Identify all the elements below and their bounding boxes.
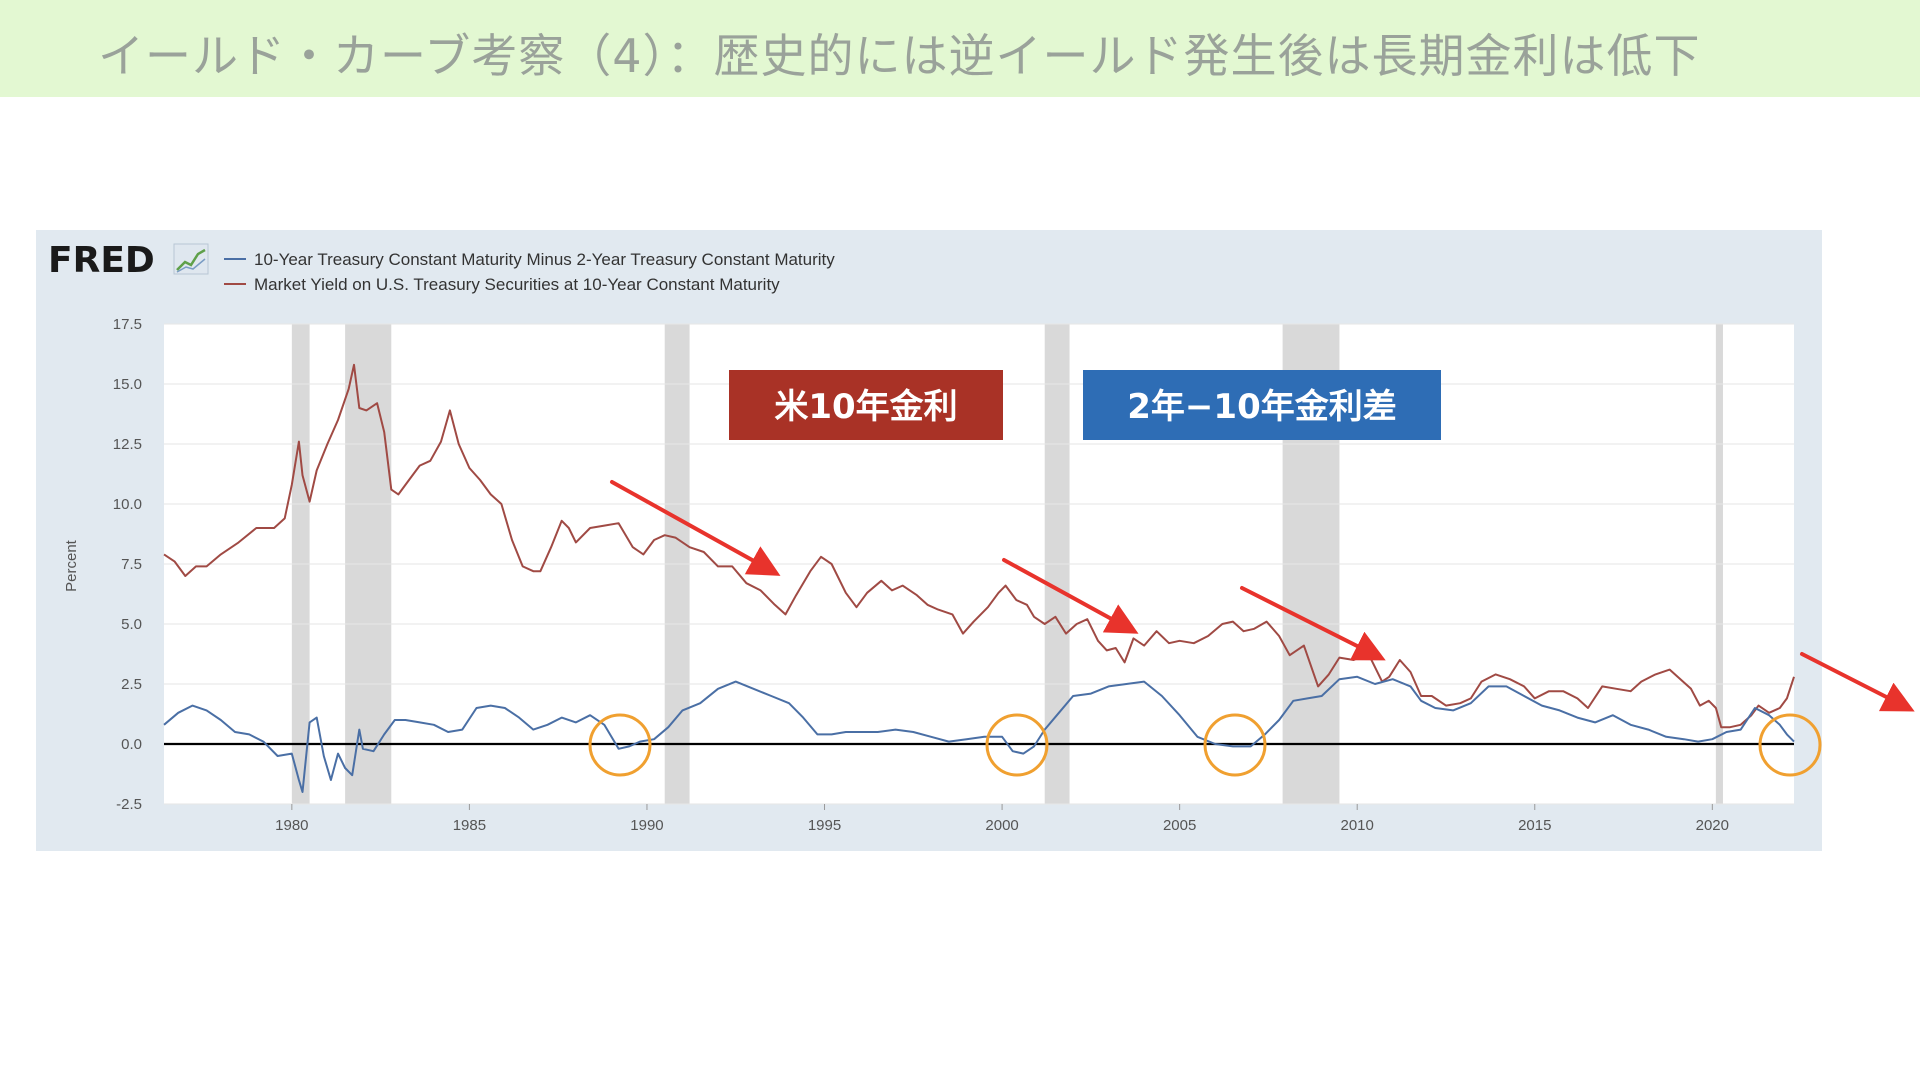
x-tick-label: 2015 (1518, 817, 1551, 834)
x-tick-labels: 1980 1985 1990 1995 2000 2005 2010 2015 2020 (275, 804, 1729, 834)
y-tick-label: 10.0 (113, 496, 142, 513)
series-line-ten-year (163, 363, 1795, 729)
chart-panel: FRED 10-Year Treasury Constant Maturity … (36, 230, 1822, 851)
legend-label-spread: 10-Year Treasury Constant Maturity Minus… (254, 250, 835, 269)
x-tick-label: 2010 (1341, 817, 1374, 834)
y-tick-label: 12.5 (113, 436, 142, 453)
y-axis-title: Percent (63, 539, 80, 592)
x-tick-label: 1995 (808, 817, 841, 834)
x-tick-label: 2005 (1163, 817, 1196, 834)
fred-logo-icon (173, 243, 209, 275)
x-tick-label: 2020 (1696, 817, 1729, 834)
chart-svg: FRED 10-Year Treasury Constant Maturity … (48, 240, 1795, 834)
y-tick-label: 0.0 (121, 736, 142, 753)
y-tick-label: 5.0 (121, 616, 142, 633)
slide-title: イールド・カーブ考察（4）：歴史的には逆イールド発生後は長期金利は低下 (98, 29, 1701, 83)
y-tick-label: 2.5 (121, 676, 142, 693)
y-tick-label: 17.5 (113, 316, 142, 333)
legend-label-ten-year: Market Yield on U.S. Treasury Securities… (254, 275, 780, 294)
y-tick-labels: -2.5 0.0 2.5 5.0 7.5 10.0 12.5 15.0 17.5 (113, 316, 142, 813)
y-tick-label: -2.5 (116, 796, 142, 813)
x-tick-label: 1990 (630, 817, 663, 834)
fred-logo: FRED (48, 240, 155, 281)
y-tick-label: 7.5 (121, 556, 142, 573)
y-tick-label: 15.0 (113, 376, 142, 393)
x-tick-label: 2000 (985, 817, 1018, 834)
title-bar: イールド・カーブ考察（4）：歴史的には逆イールド発生後は長期金利は低下 (0, 0, 1920, 97)
x-tick-label: 1985 (453, 817, 486, 834)
series-line-spread (163, 675, 1795, 793)
x-tick-label: 1980 (275, 817, 308, 834)
